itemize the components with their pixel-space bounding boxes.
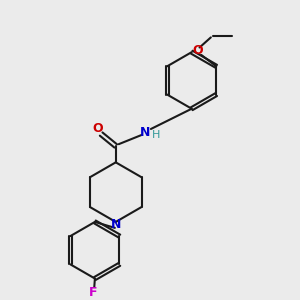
Text: F: F <box>89 286 98 299</box>
Text: N: N <box>111 218 121 230</box>
Text: H: H <box>152 130 160 140</box>
Text: O: O <box>92 122 103 135</box>
Text: N: N <box>140 126 151 139</box>
Text: O: O <box>192 44 203 57</box>
